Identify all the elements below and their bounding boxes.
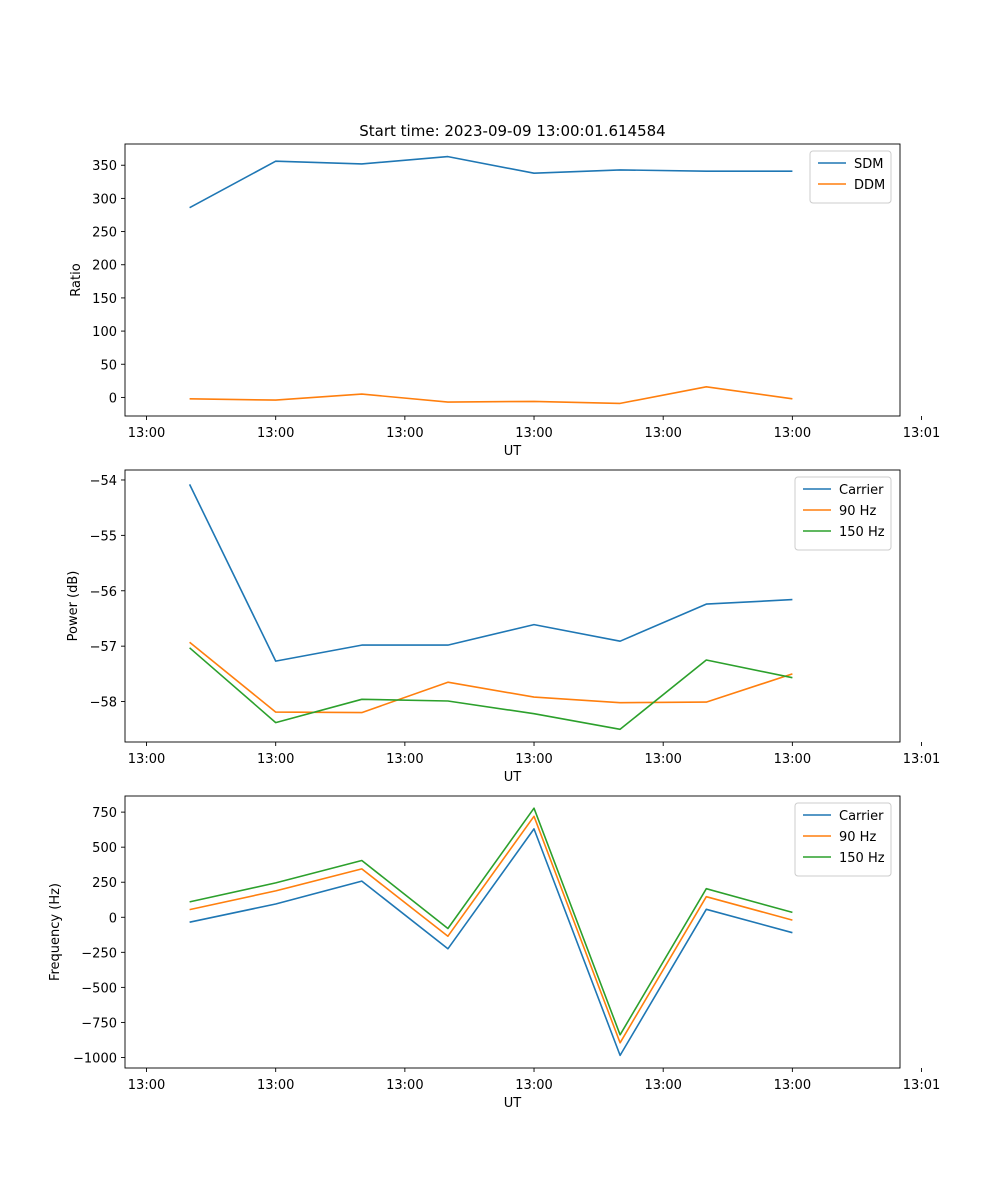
series-line-sdm: [189, 155, 793, 209]
legend-label: 90 Hz: [839, 830, 876, 845]
x-tick-label: 13:00: [515, 1078, 552, 1093]
y-tick-label: −750: [81, 1016, 117, 1031]
axes-frame: [124, 143, 901, 417]
y-tick-label: 100: [92, 325, 117, 340]
x-axis-label: UT: [504, 1096, 522, 1111]
y-tick-label: 200: [92, 259, 117, 274]
chart-panel-1: Start time: 2023-09-09 13:00:01.614584 13…: [69, 122, 940, 459]
legend-label: Carrier: [839, 809, 884, 824]
series-line-150-hz: [189, 807, 793, 1036]
x-tick-label: 13:00: [257, 1078, 294, 1093]
series-line-90-hz: [189, 815, 793, 1044]
y-tick-label: 0: [109, 911, 117, 926]
y-tick-label: −55: [90, 529, 117, 544]
x-tick-label: 13:01: [903, 752, 940, 767]
legend-label: 90 Hz: [839, 504, 876, 519]
y-tick-label: 150: [92, 292, 117, 307]
y-tick-label: 50: [100, 358, 117, 373]
series-line-carrier: [189, 828, 793, 1057]
y-tick-label: −56: [90, 585, 117, 600]
y-tick-label: −500: [81, 981, 117, 996]
y-axis-label: Frequency (Hz): [48, 883, 63, 981]
legend-label: DDM: [854, 178, 885, 193]
y-tick-label: 750: [92, 806, 117, 821]
x-tick-label: 13:00: [644, 752, 681, 767]
x-tick-label: 13:00: [128, 1078, 165, 1093]
x-tick-label: 13:01: [903, 1078, 940, 1093]
y-tick-label: 0: [109, 391, 117, 406]
chart-panel-3: 13:00 13:00 13:00 13:00 13:00 13:00 13:01 −1000…: [48, 795, 940, 1111]
axes-frame: [124, 795, 901, 1069]
x-tick-label: 13:00: [774, 752, 811, 767]
x-tick-label: 13:00: [128, 752, 165, 767]
x-tick-label: 13:00: [386, 1078, 423, 1093]
y-axis-label: Power (dB): [66, 571, 81, 642]
x-tick-label: 13:00: [774, 1078, 811, 1093]
y-tick-label: −1000: [73, 1051, 117, 1066]
x-tick-label: 13:00: [515, 752, 552, 767]
y-axis-label: Ratio: [69, 263, 84, 296]
x-tick-label: 13:00: [257, 426, 294, 441]
legend-label: 150 Hz: [839, 525, 885, 540]
y-tick-label: 500: [92, 841, 117, 856]
x-tick-label: 13:00: [644, 426, 681, 441]
x-tick-label: 13:00: [386, 426, 423, 441]
x-tick-label: 13:00: [128, 426, 165, 441]
x-tick-label: 13:00: [386, 752, 423, 767]
y-tick-label: 250: [92, 876, 117, 891]
x-tick-label: 13:00: [774, 426, 811, 441]
legend-label: 150 Hz: [839, 851, 885, 866]
x-axis-label: UT: [504, 770, 522, 785]
series-line-150-hz: [189, 647, 793, 731]
y-tick-label: 250: [92, 226, 117, 241]
y-tick-label: −54: [90, 474, 117, 489]
x-tick-label: 13:00: [644, 1078, 681, 1093]
series-line-ddm: [189, 385, 793, 405]
legend: Carrier 90 Hz 150 Hz: [794, 802, 892, 877]
y-tick-label: 350: [92, 159, 117, 174]
axes-frame: [124, 469, 901, 743]
y-tick-label: 300: [92, 192, 117, 207]
y-tick-label: −250: [81, 946, 117, 961]
legend-box: [809, 150, 892, 204]
x-tick-label: 13:00: [257, 752, 294, 767]
legend-label: Carrier: [839, 483, 884, 498]
chart-panel-2: 13:00 13:00 13:00 13:00 13:00 13:00 13:01 −58 −5…: [66, 469, 940, 785]
y-tick-label: −57: [90, 640, 117, 655]
x-tick-label: 13:01: [903, 426, 940, 441]
x-tick-label: 13:00: [515, 426, 552, 441]
legend: Carrier 90 Hz 150 Hz: [794, 476, 892, 551]
x-axis-label: UT: [504, 444, 522, 459]
y-tick-label: −58: [90, 696, 117, 711]
series-line-90-hz: [189, 641, 793, 714]
legend-label: SDM: [854, 157, 883, 172]
chart-title: Start time: 2023-09-09 13:00:01.614584: [359, 122, 665, 140]
legend: SDM DDM: [809, 150, 892, 204]
series-line-carrier: [188, 484, 793, 662]
